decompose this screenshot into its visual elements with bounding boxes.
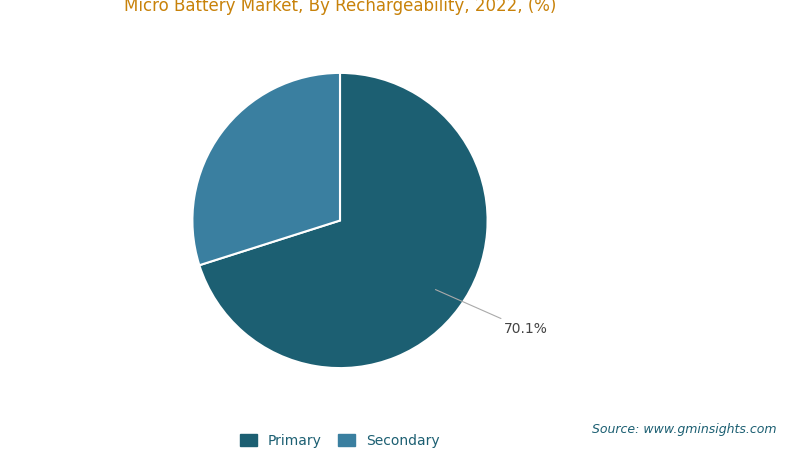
Text: Source: www.gminsights.com: Source: www.gminsights.com [591,423,776,436]
Wedge shape [193,73,340,265]
Title: Micro Battery Market, By Rechargeability, 2022, (%): Micro Battery Market, By Rechargeability… [124,0,556,15]
Legend: Primary, Secondary: Primary, Secondary [234,428,446,450]
Wedge shape [199,73,487,368]
Text: 70.1%: 70.1% [435,290,547,337]
